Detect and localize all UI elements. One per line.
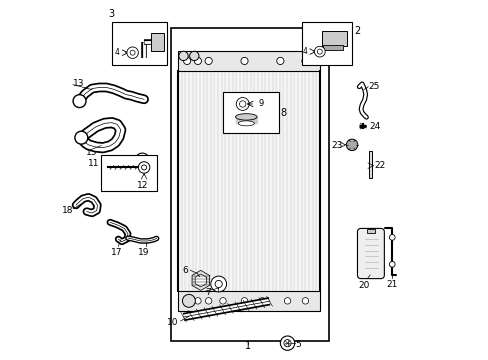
Polygon shape: [195, 274, 206, 287]
Text: 16: 16: [147, 174, 158, 183]
Circle shape: [280, 336, 294, 350]
Bar: [101, 155, 156, 191]
Circle shape: [317, 49, 322, 54]
Text: 23: 23: [331, 141, 343, 150]
Text: 24: 24: [368, 122, 380, 131]
Text: 6: 6: [182, 266, 188, 275]
Text: 22: 22: [373, 161, 385, 170]
Text: 2: 2: [353, 26, 359, 36]
Circle shape: [259, 298, 265, 304]
Circle shape: [194, 298, 201, 304]
Bar: [171, 28, 328, 341]
Circle shape: [388, 261, 394, 267]
FancyBboxPatch shape: [357, 228, 384, 279]
Circle shape: [135, 153, 149, 167]
Text: 10: 10: [166, 318, 178, 327]
Circle shape: [126, 47, 138, 58]
Circle shape: [131, 51, 145, 65]
Circle shape: [301, 57, 308, 64]
Text: 19: 19: [138, 248, 149, 257]
Bar: [178, 51, 319, 71]
Circle shape: [314, 46, 325, 57]
Circle shape: [205, 298, 211, 304]
Text: 12: 12: [136, 181, 148, 190]
Circle shape: [179, 51, 188, 60]
Circle shape: [135, 55, 142, 61]
Circle shape: [241, 298, 247, 304]
Bar: [368, 151, 371, 178]
Circle shape: [276, 57, 284, 64]
Circle shape: [284, 298, 290, 304]
Text: 3: 3: [108, 9, 114, 19]
Text: 4: 4: [115, 48, 120, 57]
Circle shape: [302, 298, 308, 304]
Text: 4: 4: [303, 47, 307, 56]
Text: 1: 1: [244, 341, 251, 351]
Text: 18: 18: [61, 206, 73, 215]
Bar: [223, 92, 278, 134]
Bar: [301, 22, 351, 65]
Circle shape: [73, 95, 86, 108]
Circle shape: [194, 57, 201, 64]
Bar: [366, 229, 374, 233]
Bar: [178, 291, 319, 311]
Circle shape: [210, 276, 226, 292]
Text: 5: 5: [295, 340, 301, 349]
Text: 9: 9: [258, 99, 264, 108]
Text: 15: 15: [86, 148, 97, 157]
Circle shape: [189, 51, 199, 60]
Circle shape: [236, 98, 249, 111]
Circle shape: [239, 101, 245, 107]
Circle shape: [182, 294, 195, 307]
Text: 7: 7: [204, 288, 210, 297]
Circle shape: [241, 57, 247, 64]
Circle shape: [138, 162, 149, 173]
Text: 14: 14: [136, 35, 148, 44]
Circle shape: [183, 298, 190, 304]
Circle shape: [346, 139, 357, 150]
Bar: [321, 31, 346, 45]
Ellipse shape: [238, 121, 254, 126]
Text: 8: 8: [280, 108, 286, 118]
Bar: [151, 33, 163, 51]
Text: 20: 20: [357, 281, 368, 290]
Circle shape: [139, 157, 145, 163]
Polygon shape: [192, 270, 209, 291]
Circle shape: [75, 131, 88, 144]
Text: 17: 17: [111, 248, 122, 257]
Circle shape: [219, 298, 226, 304]
Circle shape: [142, 165, 146, 170]
Bar: [112, 22, 167, 65]
Circle shape: [215, 280, 222, 288]
Ellipse shape: [235, 114, 257, 120]
Text: 21: 21: [386, 280, 397, 289]
Text: 25: 25: [367, 82, 379, 91]
Text: 11: 11: [87, 159, 99, 168]
Text: 13: 13: [73, 79, 84, 88]
Bar: [323, 45, 343, 50]
Bar: [178, 71, 319, 291]
Circle shape: [284, 339, 290, 347]
Circle shape: [183, 57, 190, 64]
Circle shape: [130, 50, 135, 55]
Circle shape: [388, 234, 394, 240]
Circle shape: [204, 57, 212, 64]
